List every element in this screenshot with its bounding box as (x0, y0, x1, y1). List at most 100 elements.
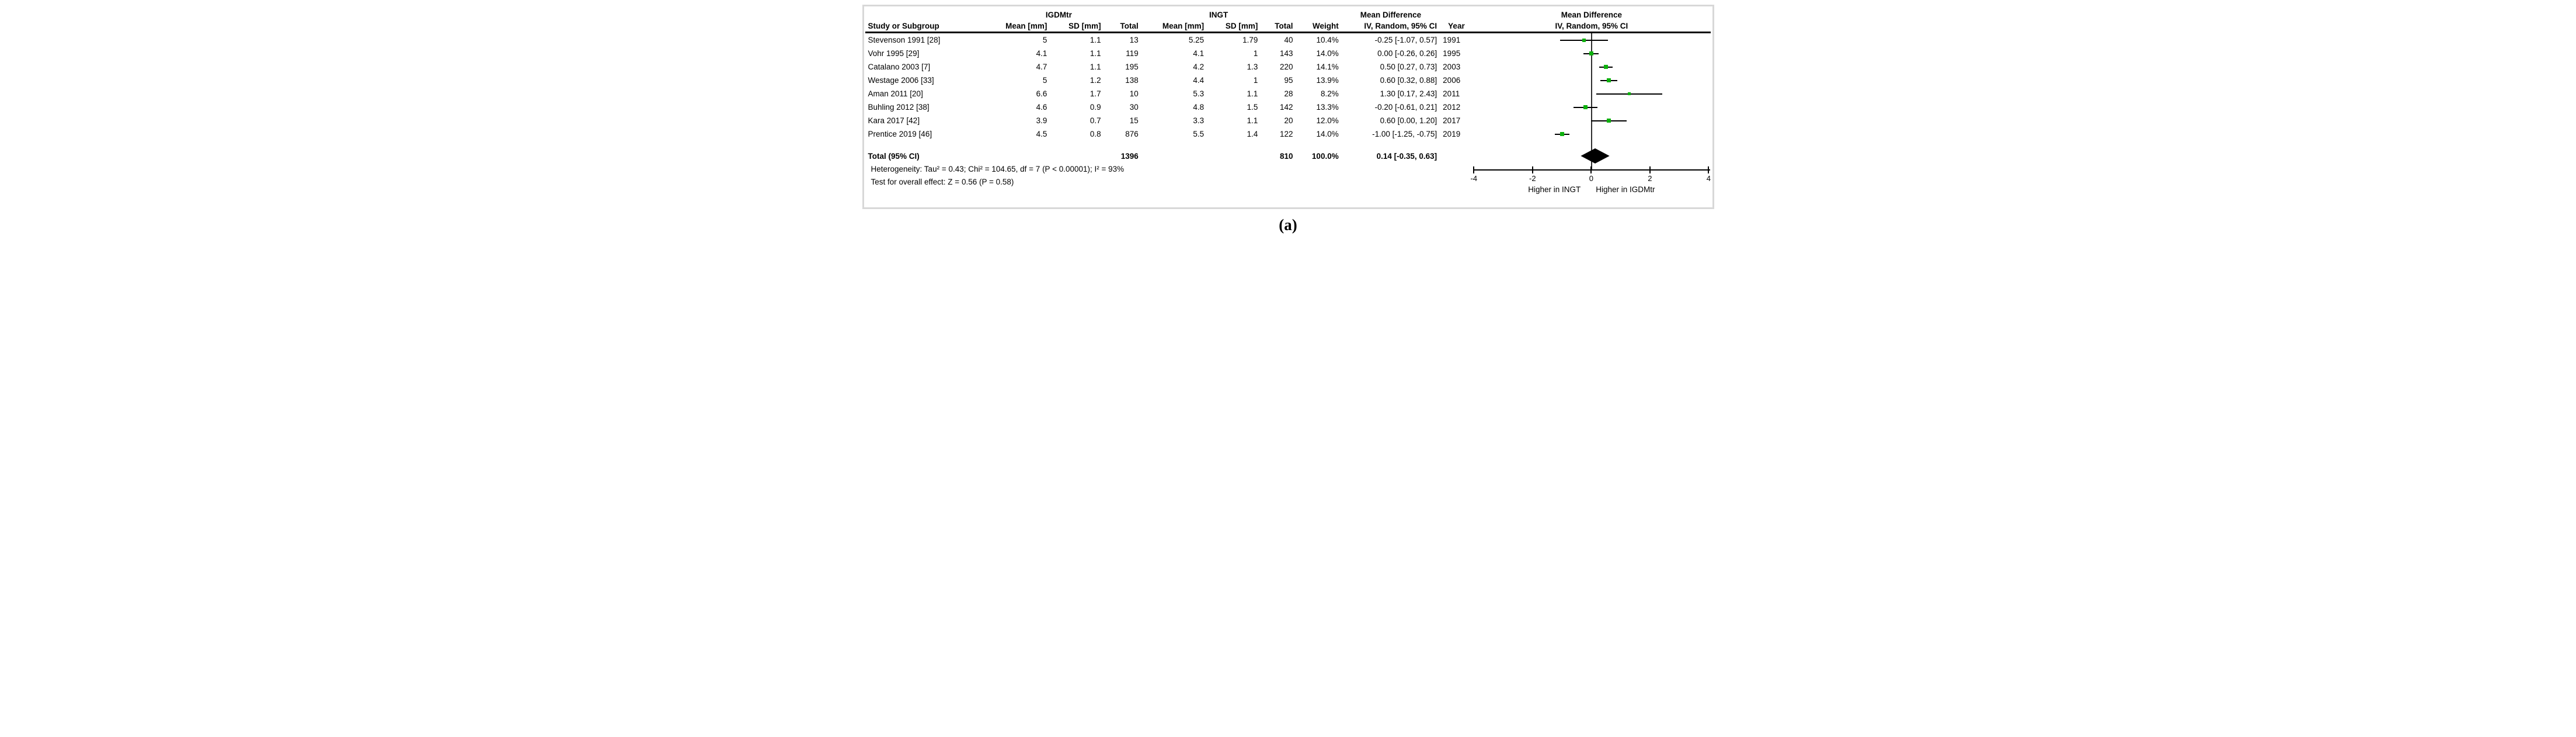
ingt-mean: 4.4 (1193, 76, 1205, 85)
ingt-mean: 3.3 (1193, 116, 1205, 125)
ci-plot-cell (1473, 47, 1710, 60)
col-header-total-igdmtr: Total (1103, 20, 1141, 33)
igdmtr-sd: 1.2 (1089, 76, 1101, 85)
igdmtr-mean: 5 (1042, 76, 1047, 85)
axis-tick-label: 2 (1648, 174, 1652, 183)
col-header-mean-ingt: Mean [mm] (1141, 20, 1207, 33)
table-row: Vohr 1995 [29] 4.1 1.1 119 4.1 1 143 14.0% 0.00 … (865, 47, 1711, 60)
effect-size-marker (1628, 92, 1631, 95)
col-header-ci-plot: IV, Random, 95% CI (1473, 20, 1711, 33)
ci-plot-cell (1473, 60, 1710, 74)
total-n-ingt: 810 (1279, 151, 1293, 161)
axis-tick (1708, 166, 1710, 173)
table-row: Aman 2011 [20] 6.6 1.7 10 5.3 1.1 28 8.2% 1.30 [… (865, 87, 1711, 100)
group-header-mean-difference-left: Mean Difference (1360, 10, 1422, 19)
zero-line-segment (1590, 60, 1592, 74)
study-name: Buhling 2012 [38] (868, 103, 930, 112)
x-axis: Higher in INGT Higher in IGDMtr -4 -2 0 2 4 (1471, 163, 1711, 201)
effect-size-marker (1606, 78, 1611, 82)
total-label: Total (95% CI) (868, 151, 920, 161)
axis-tick (1649, 166, 1651, 173)
study-rows: Stevenson 1991 [28] 5 1.1 13 5.25 1.79 40 10.4%… (865, 33, 1711, 141)
axis-direction-labels: Higher in INGT Higher in IGDMtr (1473, 185, 1710, 194)
igdmtr-sd: 0.9 (1089, 103, 1101, 112)
col-header-study: Study or Subgroup (865, 20, 977, 33)
igdmtr-mean: 3.9 (1036, 116, 1047, 125)
year: 1991 (1443, 36, 1461, 44)
ingt-mean: 5.5 (1193, 130, 1205, 138)
table-row: Kara 2017 [42] 3.9 0.7 15 3.3 1.1 20 12.0% 0.60 … (865, 114, 1711, 127)
ci-text: 0.60 [0.32, 0.88] (1380, 76, 1437, 85)
axis-tick-label: 4 (1706, 174, 1711, 183)
ingt-sd: 1 (1253, 76, 1258, 85)
igdmtr-total: 119 (1126, 49, 1139, 58)
year: 2017 (1443, 116, 1461, 125)
group-header-ingt: INGT (1209, 10, 1228, 19)
igdmtr-mean: 6.6 (1036, 89, 1047, 98)
ingt-total: 40 (1284, 36, 1293, 44)
igdmtr-total: 138 (1125, 76, 1139, 85)
weight: 14.0% (1316, 130, 1339, 138)
igdmtr-sd: 0.8 (1089, 130, 1101, 138)
zero-line-segment (1590, 163, 1592, 169)
total-row: Total (95% CI) 1396 810 100.0% 0.14 [-0.… (865, 148, 1711, 164)
study-name: Catalano 2003 [7] (868, 62, 931, 71)
axis-tick (1531, 166, 1533, 173)
heterogeneity-text: Heterogeneity: Tau² = 0.43; Chi² = 104.6… (871, 165, 1125, 173)
col-header-total-ingt: Total (1261, 20, 1296, 33)
axis-label-left: Higher in INGT (1528, 185, 1581, 194)
igdmtr-sd: 1.1 (1089, 49, 1101, 58)
col-header-weight: Weight (1296, 20, 1342, 33)
ci-text: 0.50 [0.27, 0.73] (1380, 62, 1437, 71)
weight: 12.0% (1316, 116, 1339, 125)
igdmtr-mean: 4.7 (1036, 62, 1047, 71)
total-ci-text: 0.14 [-0.35, 0.63] (1376, 151, 1437, 161)
zero-line-segment (1590, 141, 1592, 149)
figure-caption: (a) (1279, 216, 1297, 234)
weight: 14.0% (1316, 49, 1339, 58)
ci-plot-cell (1473, 127, 1710, 141)
ingt-sd: 1.1 (1247, 116, 1258, 125)
study-name: Westage 2006 [33] (868, 76, 934, 85)
effect-size-marker (1606, 119, 1611, 123)
forest-plot-table: IGDMtr INGT Mean Difference Mean Differe… (865, 9, 1711, 201)
igdmtr-mean: 4.6 (1036, 103, 1047, 112)
zero-line-segment (1590, 127, 1592, 141)
study-name: Aman 2011 [20] (868, 89, 923, 98)
ingt-mean: 4.2 (1193, 62, 1205, 71)
igdmtr-mean: 4.1 (1036, 49, 1047, 58)
ci-plot-cell (1473, 87, 1710, 100)
study-name: Prentice 2019 [46] (868, 130, 932, 138)
ci-plot-cell (1473, 33, 1710, 47)
effect-size-marker (1603, 65, 1608, 69)
igdmtr-total: 30 (1129, 103, 1139, 112)
igdmtr-total: 195 (1125, 62, 1139, 71)
weight: 14.1% (1316, 62, 1339, 71)
group-header-igdmtr: IGDMtr (1045, 10, 1072, 19)
ingt-total: 143 (1279, 49, 1293, 58)
pooled-diamond (1581, 148, 1610, 164)
ci-plot-cell (1473, 100, 1710, 114)
column-header-row: Study or Subgroup Mean [mm] SD [mm] Tota… (865, 20, 1711, 33)
ci-text: 0.60 [0.00, 1.20] (1380, 116, 1437, 125)
study-name: Stevenson 1991 [28] (868, 36, 941, 44)
table-row: Catalano 2003 [7] 4.7 1.1 195 4.2 1.3 220 14.1%… (865, 60, 1711, 74)
effect-size-marker (1582, 38, 1586, 42)
ci-text: -0.25 [-1.07, 0.57] (1374, 36, 1437, 44)
igdmtr-mean: 4.5 (1036, 130, 1047, 138)
ingt-total: 20 (1284, 116, 1293, 125)
axis-label-right: Higher in IGDMtr (1596, 185, 1655, 194)
effect-size-marker (1559, 132, 1564, 136)
igdmtr-sd: 1.1 (1089, 36, 1101, 44)
axis-tick (1473, 166, 1475, 173)
weight: 8.2% (1320, 89, 1339, 98)
effect-size-marker (1583, 105, 1588, 109)
study-name: Vohr 1995 [29] (868, 49, 920, 58)
year: 2012 (1443, 103, 1461, 112)
ci-plot-cell (1473, 74, 1710, 87)
ci-text: 1.30 [0.17, 2.43] (1380, 89, 1437, 98)
ingt-total: 122 (1279, 130, 1293, 138)
ingt-total: 220 (1279, 62, 1293, 71)
igdmtr-total: 13 (1129, 36, 1139, 44)
igdmtr-total: 15 (1129, 116, 1139, 125)
